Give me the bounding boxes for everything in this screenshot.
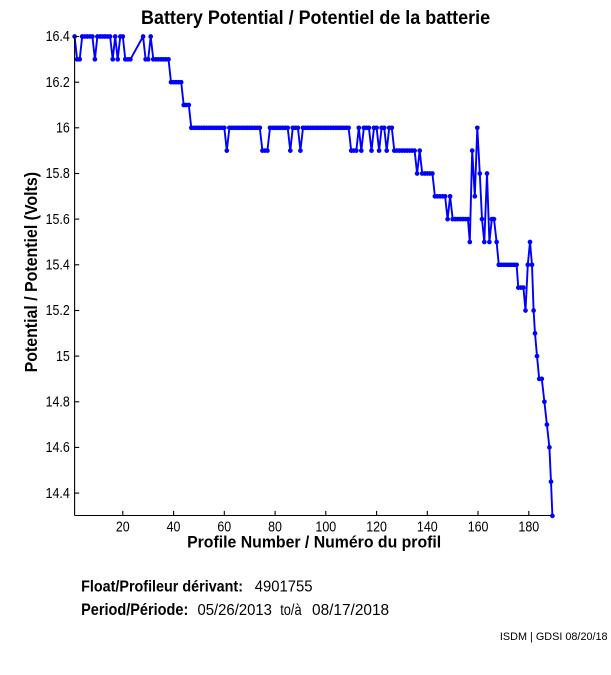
svg-text:100: 100	[315, 520, 336, 536]
svg-text:40: 40	[167, 520, 181, 536]
svg-text:14.6: 14.6	[46, 440, 70, 456]
svg-text:to/à: to/à	[280, 602, 302, 619]
svg-text:16: 16	[56, 121, 70, 137]
svg-text:15.8: 15.8	[46, 166, 70, 182]
svg-text:140: 140	[417, 520, 438, 536]
svg-text:Profile Number / Numéro du pro: Profile Number / Numéro du profil	[187, 533, 441, 552]
svg-text:16.2: 16.2	[46, 75, 70, 91]
svg-text:4901755: 4901755	[255, 579, 313, 596]
svg-text:15: 15	[56, 349, 70, 365]
svg-text:08/17/2018: 08/17/2018	[312, 602, 389, 619]
svg-text:Float/Profileur dérivant:: Float/Profileur dérivant:	[81, 578, 243, 596]
svg-text:15.6: 15.6	[46, 212, 70, 228]
svg-text:Battery Potential / Potentiel: Battery Potential / Potentiel de la batt…	[141, 7, 490, 29]
svg-text:Period/Période:: Period/Période:	[81, 601, 188, 619]
svg-text:20: 20	[116, 520, 130, 536]
svg-text:14.8: 14.8	[46, 395, 70, 411]
svg-text:05/26/2013: 05/26/2013	[198, 602, 273, 619]
svg-text:60: 60	[217, 520, 231, 536]
svg-text:15.4: 15.4	[46, 258, 70, 274]
svg-text:Potential / Potentiel (Volts): Potential / Potentiel (Volts)	[21, 172, 41, 372]
svg-text:80: 80	[268, 520, 282, 536]
svg-text:180: 180	[518, 520, 539, 536]
svg-text:ISDM | GDSI 08/20/18: ISDM | GDSI 08/20/18	[500, 631, 608, 643]
svg-text:14.4: 14.4	[46, 486, 70, 502]
svg-text:16.4: 16.4	[46, 29, 70, 45]
svg-text:15.2: 15.2	[46, 303, 70, 319]
svg-text:120: 120	[366, 520, 387, 536]
svg-text:160: 160	[468, 520, 489, 536]
